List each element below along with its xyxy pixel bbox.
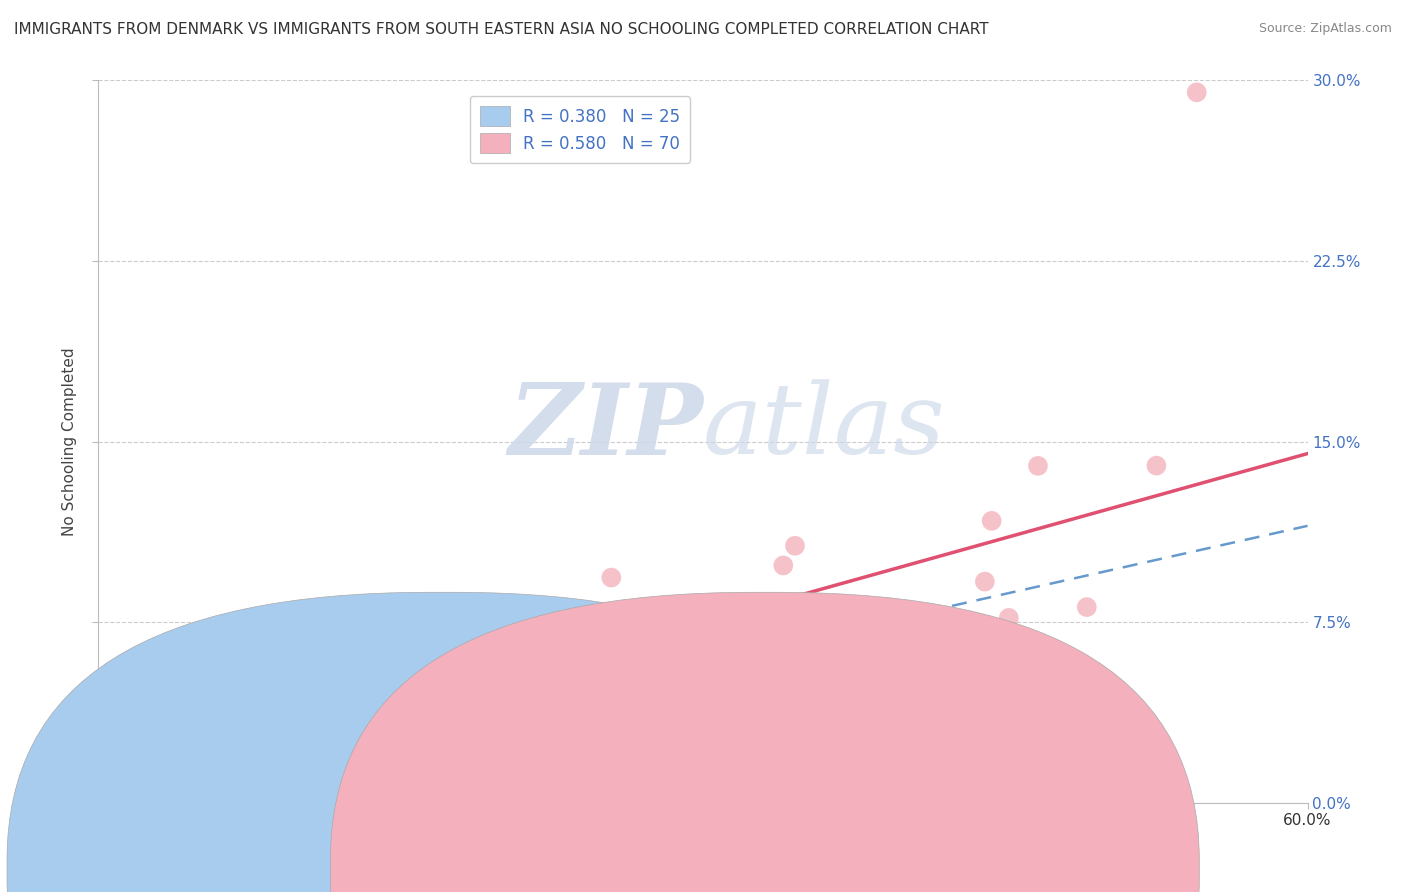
Point <box>467 726 489 740</box>
Point <box>551 764 574 778</box>
Point <box>149 796 172 810</box>
Point <box>617 640 640 654</box>
Point <box>495 599 517 613</box>
Point <box>157 796 180 810</box>
Point <box>91 792 114 806</box>
Point <box>107 796 129 810</box>
Point <box>835 597 858 611</box>
Point <box>184 746 207 760</box>
Point <box>600 570 623 584</box>
Point <box>93 789 115 803</box>
Point <box>392 716 415 731</box>
Point <box>957 643 980 657</box>
Point <box>374 630 396 644</box>
Point <box>93 796 115 810</box>
Point <box>257 796 280 810</box>
Point <box>183 723 205 738</box>
Point <box>233 740 256 755</box>
Point <box>152 744 174 758</box>
Point <box>299 723 322 738</box>
Point <box>329 666 352 681</box>
Point <box>108 796 131 810</box>
Point <box>280 796 302 810</box>
Point <box>204 770 226 784</box>
Legend: R = 0.380   N = 25, R = 0.580   N = 70: R = 0.380 N = 25, R = 0.580 N = 70 <box>470 95 690 163</box>
Point <box>103 796 125 810</box>
Point <box>139 795 162 809</box>
Point <box>194 757 217 772</box>
Point <box>274 796 297 810</box>
Point <box>411 687 433 701</box>
Point <box>96 796 118 810</box>
Point <box>125 769 148 783</box>
Point <box>90 782 112 797</box>
Point <box>198 741 221 756</box>
Point <box>762 699 785 714</box>
Point <box>89 793 111 807</box>
Point <box>998 611 1021 625</box>
Text: atlas: atlas <box>703 379 946 475</box>
Point <box>134 796 156 810</box>
Point <box>90 782 112 797</box>
Point <box>1026 458 1049 473</box>
Point <box>103 796 125 810</box>
Point <box>208 796 231 810</box>
Point <box>91 763 114 777</box>
Point <box>245 780 267 795</box>
Point <box>1146 458 1168 473</box>
Point <box>304 796 326 810</box>
Point <box>87 784 110 798</box>
Text: IMMIGRANTS FROM DENMARK VS IMMIGRANTS FROM SOUTH EASTERN ASIA NO SCHOOLING COMPL: IMMIGRANTS FROM DENMARK VS IMMIGRANTS FR… <box>14 22 988 37</box>
Text: Immigrants from Denmark: Immigrants from Denmark <box>433 863 636 877</box>
Point <box>94 790 117 805</box>
Point <box>120 738 142 752</box>
Point <box>90 780 112 794</box>
Point <box>115 777 138 791</box>
Point <box>389 646 412 660</box>
Point <box>772 558 794 573</box>
Point <box>474 638 496 652</box>
Point <box>297 702 319 716</box>
Point <box>157 752 180 766</box>
Point <box>94 698 117 713</box>
Point <box>114 755 136 769</box>
Point <box>796 658 818 673</box>
Point <box>128 768 150 782</box>
Point <box>89 773 111 788</box>
Point <box>1076 600 1098 615</box>
Point <box>103 775 125 789</box>
Point <box>278 704 301 718</box>
Point <box>121 794 143 808</box>
Point <box>135 796 157 810</box>
Point <box>101 741 124 756</box>
Point <box>249 723 271 738</box>
Text: Immigrants from South Eastern Asia: Immigrants from South Eastern Asia <box>733 863 1011 877</box>
Point <box>229 746 252 760</box>
Point <box>236 697 259 711</box>
Point <box>290 692 312 706</box>
Point <box>120 768 142 782</box>
Point <box>94 709 117 723</box>
Point <box>115 764 138 779</box>
Point <box>783 539 806 553</box>
Point <box>973 574 995 589</box>
Point <box>103 765 125 780</box>
Text: Source: ZipAtlas.com: Source: ZipAtlas.com <box>1258 22 1392 36</box>
Point <box>980 514 1002 528</box>
Point <box>135 796 157 810</box>
Point <box>162 706 184 721</box>
Point <box>204 740 226 755</box>
Point <box>96 772 118 787</box>
Y-axis label: No Schooling Completed: No Schooling Completed <box>62 347 77 536</box>
Point <box>111 776 134 790</box>
Text: ZIP: ZIP <box>508 379 703 475</box>
Point <box>87 778 110 792</box>
Point <box>143 714 166 728</box>
Point <box>676 701 699 715</box>
Point <box>405 789 427 804</box>
Point <box>100 778 122 792</box>
Point <box>1185 85 1208 99</box>
